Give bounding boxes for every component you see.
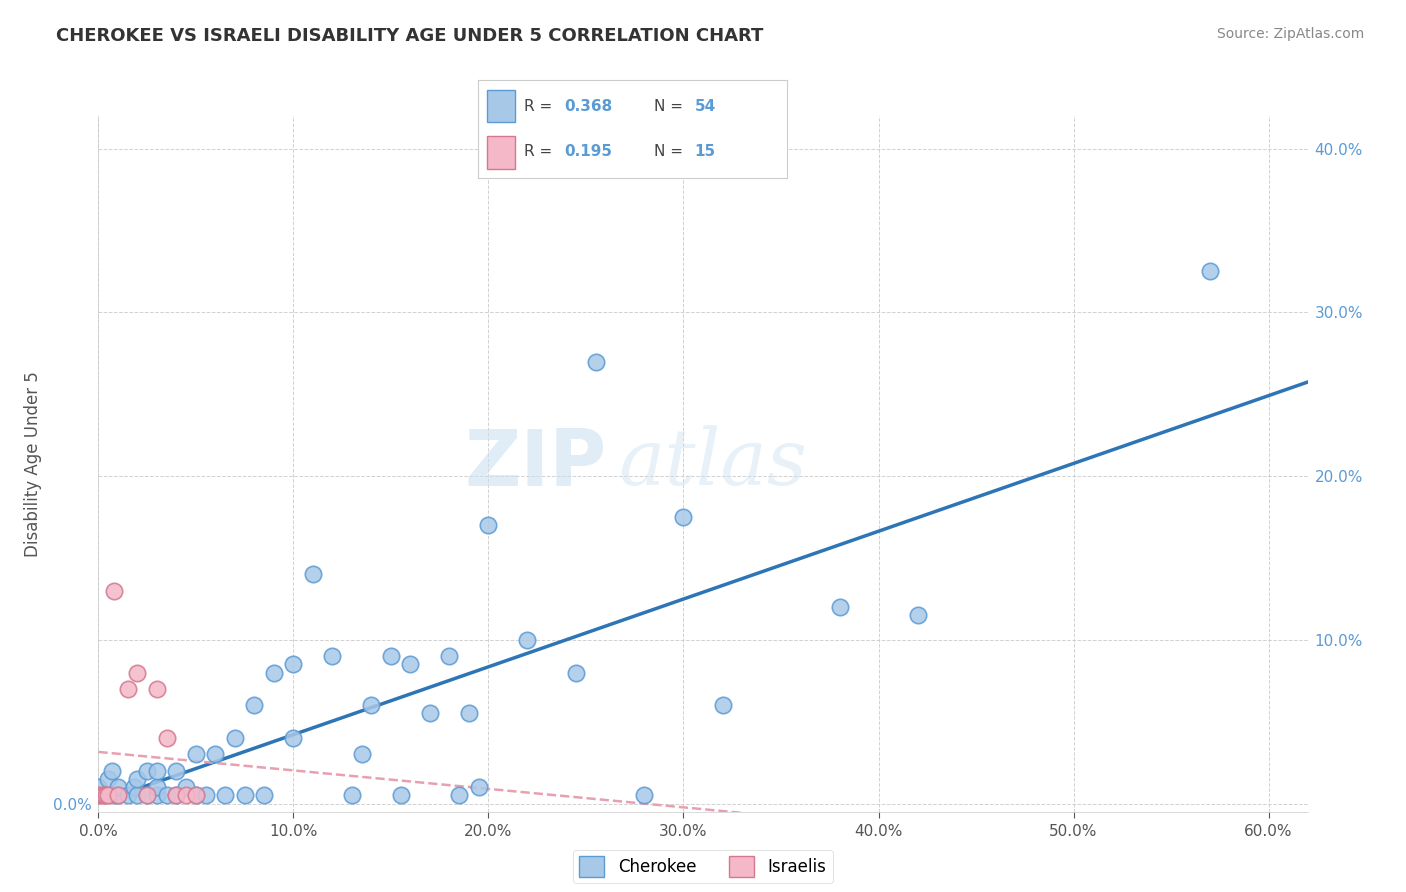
- Point: [174, 789, 197, 803]
- Point: [204, 747, 226, 762]
- Point: [107, 789, 129, 803]
- Text: 0.195: 0.195: [565, 145, 613, 160]
- Point: [449, 789, 471, 803]
- Point: [389, 789, 412, 803]
- Point: [283, 731, 305, 745]
- Point: [907, 608, 929, 623]
- Point: [122, 780, 145, 794]
- Point: [233, 789, 256, 803]
- Point: [585, 354, 607, 368]
- Point: [127, 772, 149, 786]
- Point: [136, 789, 159, 803]
- Point: [672, 510, 695, 524]
- Point: [107, 789, 129, 803]
- Point: [633, 789, 655, 803]
- Point: [156, 731, 179, 745]
- Text: 54: 54: [695, 99, 716, 114]
- Text: CHEROKEE VS ISRAELI DISABILITY AGE UNDER 5 CORRELATION CHART: CHEROKEE VS ISRAELI DISABILITY AGE UNDER…: [56, 27, 763, 45]
- Point: [174, 780, 197, 794]
- Point: [146, 780, 169, 794]
- Point: [101, 764, 124, 778]
- Point: [321, 649, 343, 664]
- Point: [165, 789, 187, 803]
- Point: [283, 657, 305, 672]
- Point: [360, 698, 382, 713]
- Legend: Cherokee, Israelis: Cherokee, Israelis: [572, 850, 834, 883]
- Point: [146, 681, 169, 696]
- Point: [117, 681, 139, 696]
- Point: [87, 780, 110, 794]
- Point: [439, 649, 461, 664]
- Point: [263, 665, 285, 680]
- Point: [107, 780, 129, 794]
- Point: [93, 789, 115, 803]
- Point: [117, 789, 139, 803]
- Text: 0.368: 0.368: [565, 99, 613, 114]
- Point: [184, 747, 207, 762]
- Point: [91, 789, 114, 803]
- Point: [97, 789, 120, 803]
- Point: [340, 789, 363, 803]
- Text: N =: N =: [654, 99, 688, 114]
- Text: ZIP: ZIP: [464, 425, 606, 502]
- Point: [87, 789, 110, 803]
- Point: [467, 780, 489, 794]
- Point: [380, 649, 402, 664]
- Point: [146, 789, 169, 803]
- Point: [97, 772, 120, 786]
- Point: [253, 789, 276, 803]
- Point: [156, 789, 179, 803]
- Text: R =: R =: [524, 145, 558, 160]
- Point: [184, 789, 207, 803]
- Point: [477, 518, 499, 533]
- FancyBboxPatch shape: [488, 90, 515, 122]
- Point: [828, 600, 851, 615]
- Text: N =: N =: [654, 145, 688, 160]
- Text: R =: R =: [524, 99, 558, 114]
- Point: [399, 657, 422, 672]
- Point: [136, 789, 159, 803]
- Point: [350, 747, 373, 762]
- Point: [302, 567, 325, 582]
- Point: [194, 789, 217, 803]
- Point: [419, 706, 441, 721]
- Point: [214, 789, 236, 803]
- Point: [136, 764, 159, 778]
- Point: [1199, 264, 1222, 278]
- Point: [165, 789, 187, 803]
- Point: [127, 789, 149, 803]
- Point: [565, 665, 588, 680]
- Text: Source: ZipAtlas.com: Source: ZipAtlas.com: [1216, 27, 1364, 41]
- Point: [96, 789, 118, 803]
- Y-axis label: Disability Age Under 5: Disability Age Under 5: [24, 371, 42, 557]
- Point: [146, 764, 169, 778]
- Text: atlas: atlas: [619, 425, 807, 502]
- Point: [711, 698, 734, 713]
- Point: [127, 665, 149, 680]
- Point: [165, 764, 187, 778]
- Point: [103, 583, 125, 598]
- Point: [184, 789, 207, 803]
- Point: [458, 706, 481, 721]
- Point: [224, 731, 246, 745]
- Text: 15: 15: [695, 145, 716, 160]
- Point: [516, 632, 538, 647]
- Point: [103, 789, 125, 803]
- Point: [243, 698, 266, 713]
- FancyBboxPatch shape: [488, 136, 515, 169]
